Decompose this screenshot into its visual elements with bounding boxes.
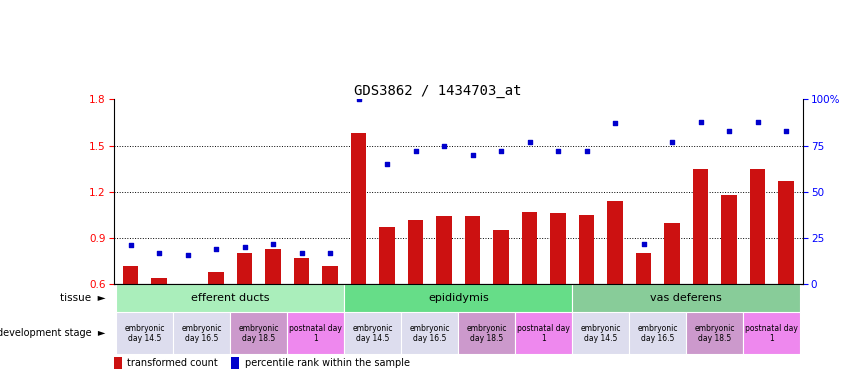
Bar	[579, 215, 595, 284]
Bar	[116, 312, 173, 354]
Bar	[743, 312, 801, 354]
Text: embryonic
day 18.5: embryonic day 18.5	[467, 324, 507, 343]
Point	[437, 142, 451, 149]
Point	[751, 118, 764, 124]
Text: embryonic
day 16.5: embryonic day 16.5	[410, 324, 450, 343]
Bar	[693, 169, 708, 284]
Text: efferent ducts: efferent ducts	[191, 293, 270, 303]
Bar	[465, 217, 480, 284]
Bar	[401, 312, 458, 354]
Point	[608, 120, 621, 126]
Bar	[294, 258, 309, 284]
Bar	[436, 217, 452, 284]
Bar	[116, 284, 344, 312]
Point	[552, 148, 565, 154]
Text: embryonic
day 16.5: embryonic day 16.5	[637, 324, 678, 343]
Bar	[629, 312, 686, 354]
Bar	[379, 227, 395, 284]
Title: GDS3862 / 1434703_at: GDS3862 / 1434703_at	[354, 84, 521, 98]
Text: epididymis: epididymis	[428, 293, 489, 303]
Bar	[180, 283, 195, 284]
Text: postnatal day
1: postnatal day 1	[289, 324, 342, 343]
Bar	[344, 312, 401, 354]
Bar	[209, 272, 224, 284]
Text: embryonic
day 14.5: embryonic day 14.5	[580, 324, 621, 343]
Bar	[288, 312, 344, 354]
Point	[295, 250, 309, 256]
Point	[780, 128, 793, 134]
Point	[495, 148, 508, 154]
Bar	[573, 312, 629, 354]
Bar	[778, 181, 794, 284]
Text: vas deferens: vas deferens	[650, 293, 722, 303]
Bar	[351, 133, 367, 284]
Point	[152, 250, 166, 256]
Text: postnatal day
1: postnatal day 1	[745, 324, 798, 343]
Bar	[458, 312, 516, 354]
Text: postnatal day
1: postnatal day 1	[517, 324, 570, 343]
Point	[409, 148, 422, 154]
Text: embryonic
day 14.5: embryonic day 14.5	[124, 324, 165, 343]
Bar	[636, 253, 652, 284]
Text: transformed count: transformed count	[127, 358, 218, 368]
Bar	[114, 356, 122, 369]
Point	[209, 246, 223, 252]
Bar	[322, 266, 338, 284]
Point	[324, 250, 337, 256]
Bar	[151, 278, 167, 284]
Bar	[265, 249, 281, 284]
Text: embryonic
day 18.5: embryonic day 18.5	[239, 324, 279, 343]
Bar	[344, 284, 573, 312]
Bar	[722, 195, 737, 284]
Bar	[123, 266, 139, 284]
Text: percentile rank within the sample: percentile rank within the sample	[245, 358, 410, 368]
Point	[523, 139, 537, 145]
Bar	[573, 284, 801, 312]
Point	[722, 128, 736, 134]
Point	[124, 242, 137, 248]
Bar	[607, 201, 623, 284]
Point	[267, 240, 280, 247]
Text: embryonic
day 16.5: embryonic day 16.5	[182, 324, 222, 343]
Text: embryonic
day 18.5: embryonic day 18.5	[695, 324, 735, 343]
Point	[466, 152, 479, 158]
Point	[352, 96, 365, 103]
Text: embryonic
day 14.5: embryonic day 14.5	[352, 324, 393, 343]
Point	[637, 240, 650, 247]
Point	[579, 148, 593, 154]
Bar	[550, 214, 566, 284]
Bar	[521, 212, 537, 284]
Bar	[408, 220, 423, 284]
Bar	[516, 312, 573, 354]
Bar	[494, 230, 509, 284]
Bar	[173, 312, 230, 354]
Point	[238, 244, 251, 250]
Bar	[237, 253, 252, 284]
Bar	[686, 312, 743, 354]
Bar	[230, 356, 239, 369]
Point	[665, 139, 679, 145]
Bar	[664, 223, 680, 284]
Text: development stage  ►: development stage ►	[0, 328, 105, 338]
Point	[181, 252, 194, 258]
Bar	[230, 312, 288, 354]
Point	[380, 161, 394, 167]
Point	[694, 118, 707, 124]
Bar	[749, 169, 765, 284]
Text: tissue  ►: tissue ►	[60, 293, 105, 303]
